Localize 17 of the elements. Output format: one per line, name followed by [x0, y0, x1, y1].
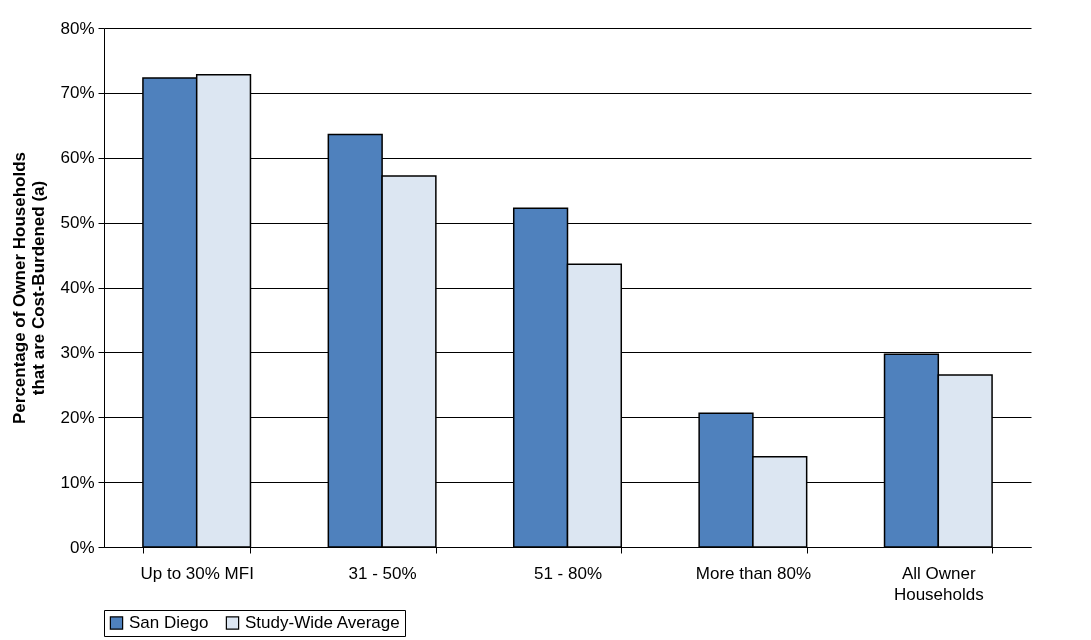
y-tick-label: 20%	[60, 407, 95, 427]
y-tick-label: 50%	[60, 213, 95, 233]
x-tick-label: All Owner Households	[893, 563, 984, 604]
y-tick-label: 70%	[60, 83, 95, 103]
legend-label: San Diego	[129, 612, 209, 632]
x-tick-label: Up to 30% MFI	[140, 563, 254, 583]
y-tick-label: 0%	[69, 537, 95, 557]
x-tick-label: 51 - 80%	[533, 563, 603, 583]
y-tick-label: 60%	[60, 148, 95, 168]
x-tick-label: 31 - 50%	[348, 563, 417, 583]
y-axis-title: Percentage of Owner Households that are Cost-Burdened (a)	[10, 151, 49, 425]
legend-label: Study-Wide Average	[245, 612, 400, 632]
y-tick-label: 40%	[60, 278, 95, 297]
y-tick-label: 80%	[60, 18, 95, 38]
y-tick-label: 10%	[60, 472, 95, 492]
y-tick-label: 30%	[60, 342, 95, 362]
x-tick-label: More than 80%	[695, 563, 812, 583]
